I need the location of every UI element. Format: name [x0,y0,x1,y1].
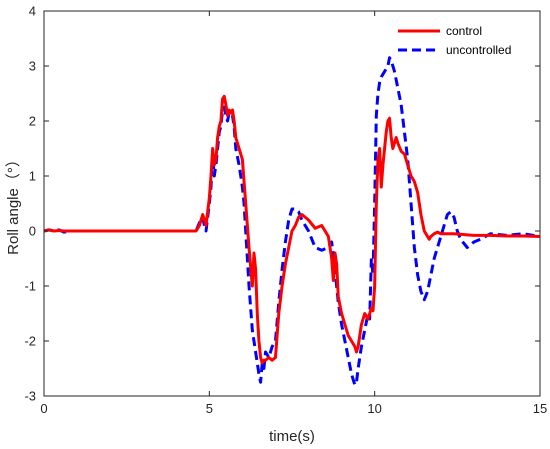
axes-box [43,10,541,397]
axes: 0 5 10 15 -3 -2 -1 0 1 2 3 4 [24,4,547,417]
y-tick-label: 1 [29,169,36,184]
legend-label-control: control [446,24,482,38]
y-tick-label: -1 [24,279,36,294]
y-tick-label: -3 [24,389,36,404]
y-tick-label: 3 [29,59,36,74]
legend: control uncontrolled [398,24,511,57]
legend-label-uncontrolled: uncontrolled [446,43,511,57]
x-tick-label: 10 [367,401,381,416]
series-line-uncontrolled [44,56,540,387]
x-tick-label: 15 [533,401,547,416]
y-tick-label: 4 [29,4,36,19]
plot-area [44,56,540,387]
y-tick-label: 0 [29,224,36,239]
series-line-control [44,94,540,365]
y-tick-label: 2 [29,114,36,129]
x-axis-label: time(s) [269,428,315,445]
x-tick-label: 5 [206,401,213,416]
x-tick-label: 0 [40,401,47,416]
y-axis-label: Roll angle（°） [5,152,22,255]
y-tick-label: -2 [24,334,36,349]
